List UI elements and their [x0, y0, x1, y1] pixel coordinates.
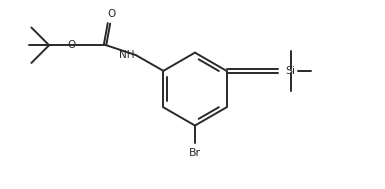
Text: Br: Br — [189, 148, 201, 158]
Text: O: O — [67, 40, 76, 50]
Text: NH: NH — [119, 50, 135, 60]
Text: O: O — [107, 9, 115, 19]
Text: Si: Si — [286, 66, 296, 76]
